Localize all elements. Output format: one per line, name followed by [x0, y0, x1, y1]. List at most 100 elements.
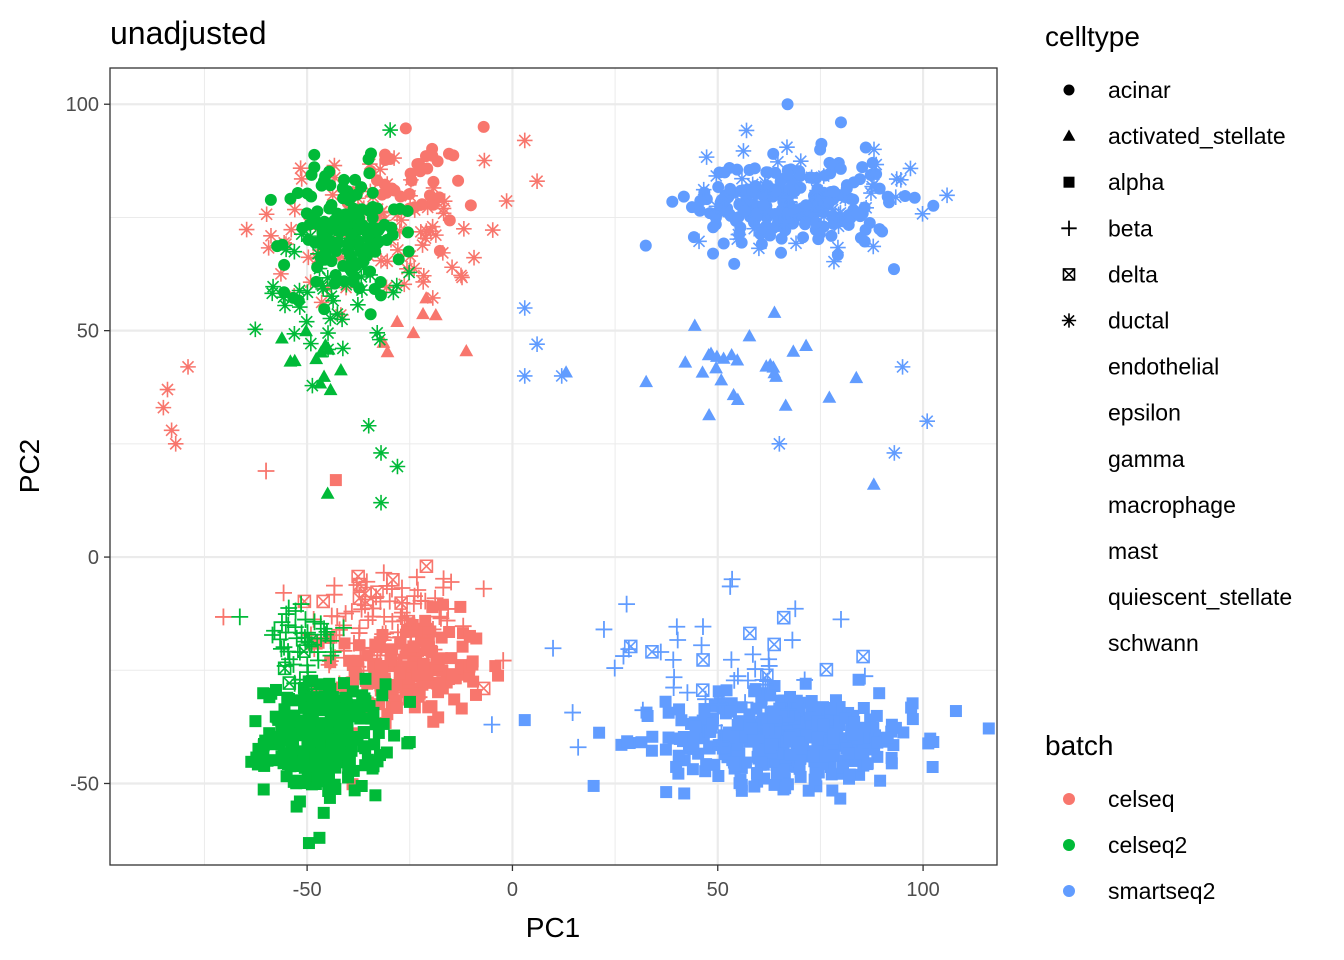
point-alpha [784, 748, 797, 761]
legend-label: gamma [1108, 446, 1185, 472]
point-beta [271, 631, 289, 648]
point-ductal [757, 178, 774, 194]
point-beta [322, 647, 340, 664]
point-delta [316, 594, 330, 609]
point-alpha [297, 745, 310, 758]
data-points [155, 98, 995, 850]
point-acinar [825, 229, 838, 242]
point-alpha [390, 701, 403, 714]
point-alpha [870, 709, 883, 722]
point-ductal [939, 187, 955, 204]
point-asterisk [529, 173, 545, 190]
point-ductal [291, 282, 308, 299]
point-ductal [353, 269, 370, 285]
point-alpha [675, 714, 688, 727]
point-acinar [355, 181, 368, 194]
point-ductal [428, 227, 444, 243]
point-alpha [436, 598, 449, 611]
point-acinar [404, 167, 417, 180]
point-beta [721, 578, 739, 595]
point-beta [856, 667, 874, 685]
point-ductal [372, 161, 388, 178]
point-alpha [311, 770, 324, 783]
point-delta [856, 649, 870, 664]
point-ductal [691, 233, 707, 250]
point-alpha [660, 786, 673, 799]
point-acinar [301, 187, 314, 200]
point-beta [634, 701, 652, 719]
point-alpha [853, 768, 866, 781]
point-alpha [662, 706, 675, 719]
point-ductal [734, 170, 750, 187]
point-beta [431, 608, 448, 626]
point-ductal [265, 278, 281, 295]
legend-key-alpha [1063, 176, 1075, 188]
point-alpha [338, 637, 351, 650]
point-ductal [708, 198, 725, 215]
point-ductal [816, 208, 832, 224]
point-ductal [331, 250, 347, 266]
point-alpha [361, 649, 374, 662]
point-ductal [401, 264, 417, 281]
point-alpha [379, 678, 392, 691]
point-delta [760, 668, 774, 683]
point-ductal [373, 252, 389, 269]
legend-label: endothelial [1108, 354, 1219, 380]
point-ductal [298, 313, 315, 330]
point-ductal [695, 181, 712, 198]
point-ductal [788, 235, 804, 252]
point-alpha [282, 719, 295, 732]
point-alpha [297, 755, 310, 768]
point-alpha [345, 744, 358, 757]
point-acinar [707, 247, 720, 260]
legend-label: beta [1108, 215, 1153, 241]
point-acinar [859, 223, 872, 236]
point-acinar [318, 215, 331, 228]
point-acinar [421, 162, 434, 175]
point-activated_stellate [390, 314, 405, 327]
point-acinar [361, 226, 374, 239]
point-ductal [866, 141, 882, 158]
y-tick-label: -50 [70, 773, 99, 795]
point-alpha [687, 731, 700, 744]
point-alpha [388, 729, 401, 742]
point-alpha [873, 687, 886, 700]
legend-label: schwann [1108, 630, 1199, 656]
point-ductal [830, 239, 846, 256]
point-activated_stellate [695, 365, 710, 378]
point-asterisk [771, 436, 788, 452]
celltype-legend-item: acinar [1063, 77, 1171, 103]
point-ductal [866, 176, 882, 192]
point-activated_stellate [702, 408, 716, 421]
point-alpha [802, 784, 815, 797]
point-ductal [777, 214, 793, 231]
point-acinar [927, 199, 940, 212]
point-ductal [792, 153, 809, 170]
point-ductal [887, 189, 904, 205]
point-ductal [415, 267, 432, 284]
legend-label: celseq [1108, 786, 1174, 812]
point-alpha [811, 731, 824, 744]
point-ductal [325, 292, 341, 309]
point-beta [709, 696, 727, 714]
point-ductal [414, 237, 431, 253]
point-asterisk [516, 300, 533, 316]
point-acinar [426, 149, 439, 162]
point-acinar [403, 187, 416, 200]
point-alpha [722, 731, 735, 744]
point-acinar [707, 221, 720, 234]
point-triangle [320, 486, 335, 499]
point-acinar [316, 227, 329, 240]
point-alpha [466, 658, 479, 671]
point-alpha [783, 731, 796, 744]
point-acinar [323, 202, 336, 215]
axes: -50 0 50 100 -50 0 50 100 [66, 94, 940, 901]
point-alpha [700, 758, 713, 771]
point-activated_stellate [416, 306, 430, 320]
point-alpha [834, 792, 847, 805]
point-acinar [284, 192, 297, 205]
point-acinar [858, 235, 871, 248]
point-ductal [865, 238, 882, 255]
point-activated_stellate [380, 344, 395, 358]
point-ductal [436, 193, 453, 210]
